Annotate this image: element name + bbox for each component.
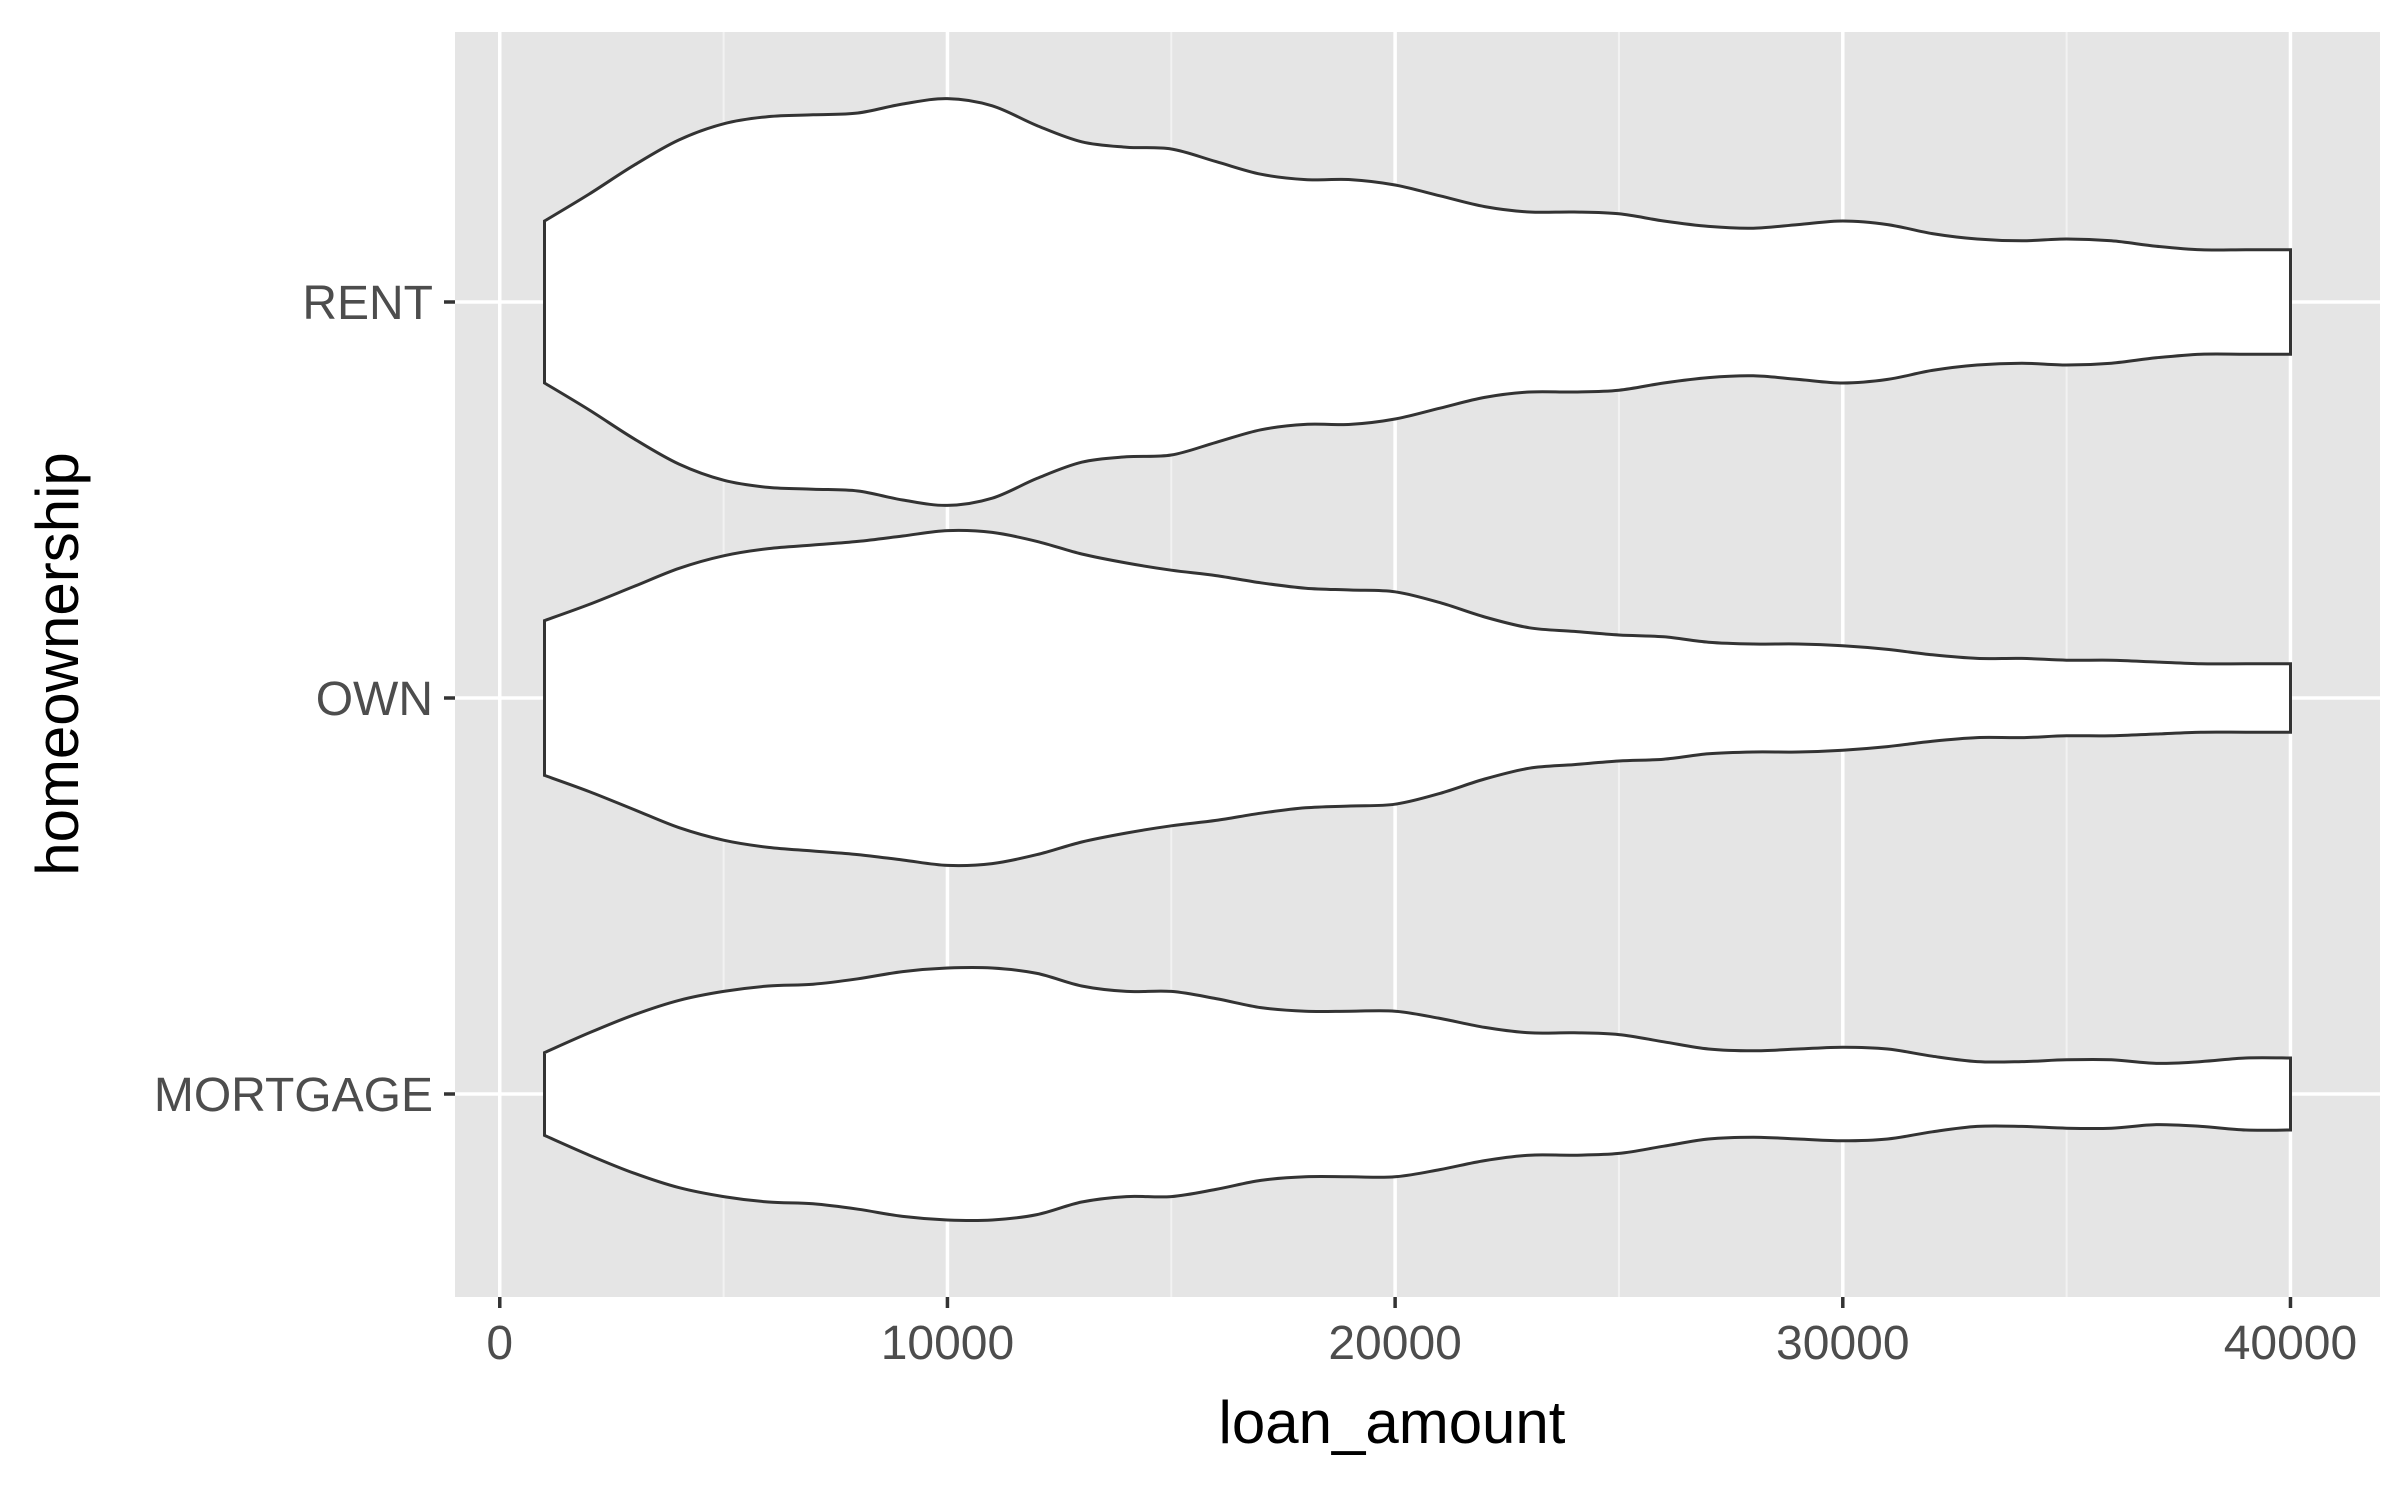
- x-axis: 0 10000 20000 30000 40000: [486, 1297, 2357, 1370]
- y-axis-title: homeownership: [24, 452, 91, 876]
- x-tick-label: 30000: [1776, 1317, 1909, 1370]
- y-tick-label-own: OWN: [316, 673, 433, 726]
- y-tick-label-mortgage: MORTGAGE: [154, 1069, 433, 1122]
- x-tick-label: 40000: [2224, 1317, 2357, 1370]
- x-tick-label: 20000: [1328, 1317, 1461, 1370]
- x-tick-label: 10000: [881, 1317, 1014, 1370]
- violin-own: [543, 528, 2292, 868]
- y-tick-label-rent: RENT: [302, 277, 433, 330]
- violin-rent: [543, 97, 2292, 507]
- x-tick-label: 0: [486, 1317, 513, 1370]
- violin-layer: [543, 97, 2292, 1223]
- violin-mortgage: [543, 965, 2292, 1223]
- y-axis: RENT OWN MORTGAGE: [154, 277, 455, 1122]
- x-axis-title: loan_amount: [1219, 1389, 1566, 1456]
